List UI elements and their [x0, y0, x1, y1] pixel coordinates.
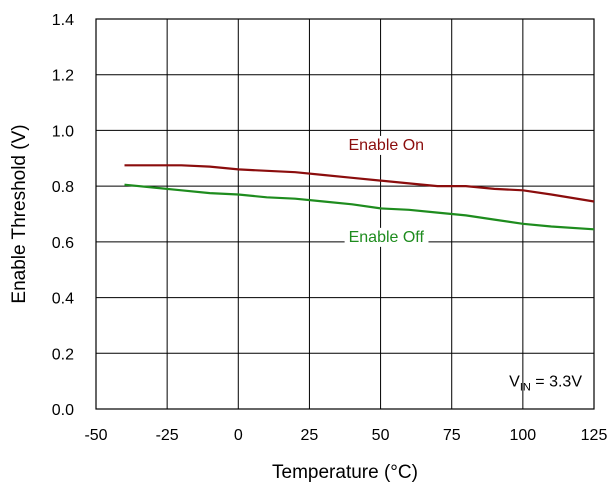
x-tick-label: -25 [156, 427, 179, 444]
series-line-enable-on [124, 164, 595, 203]
plot-frame [95, 18, 595, 410]
x-axis-title: Temperature (°C) [272, 462, 418, 483]
series-label-enable-off: Enable Off [349, 229, 425, 246]
y-tick-label: 0.0 [52, 402, 74, 419]
y-tick-label: 0.8 [52, 179, 74, 196]
vin-prefix: V [509, 374, 520, 391]
annotations: Enable On Enable Off VIN = 3.3V [344, 135, 582, 394]
y-tick-label: 0.4 [52, 291, 74, 308]
vin-subscript: IN [520, 382, 531, 394]
x-tick-label: 100 [510, 427, 537, 444]
tick-labels: -50 -25 0 25 50 75 100 125 0.0 0.2 0.4 0.6 0.8 1.0 1.2… [52, 12, 608, 444]
x-tick-label: 125 [581, 427, 608, 444]
series-label-enable-on: Enable On [348, 137, 424, 154]
y-axis-title: Enable Threshold (V) [9, 124, 30, 303]
series-line-enable-off [124, 183, 595, 231]
x-tick-label: 25 [301, 427, 319, 444]
y-tick-label: 0.6 [52, 235, 74, 252]
x-tick-label: -50 [84, 427, 107, 444]
label-backing [344, 227, 429, 247]
label-backing [344, 135, 429, 155]
series [124, 164, 595, 231]
y-tick-label: 1.4 [52, 12, 74, 29]
vin-annotation: VIN = 3.3V [509, 374, 582, 394]
x-tick-label: 75 [443, 427, 461, 444]
x-tick-label: 50 [372, 427, 390, 444]
vin-value: = 3.3V [531, 374, 582, 391]
y-tick-label: 0.2 [52, 346, 74, 363]
y-tick-label: 1.2 [52, 68, 74, 85]
x-tick-label: 0 [234, 427, 243, 444]
y-tick-label: 1.0 [52, 123, 74, 140]
